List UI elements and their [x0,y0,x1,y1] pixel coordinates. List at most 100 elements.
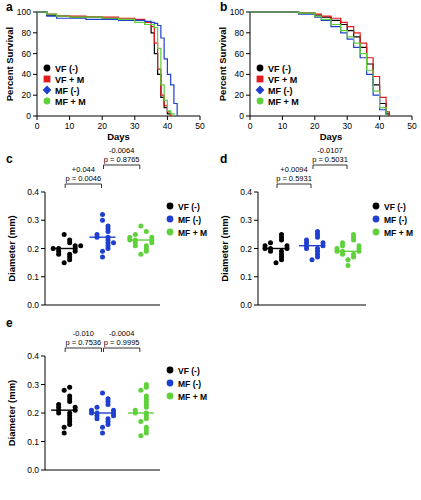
median-line [128,412,154,413]
x-tick [37,116,38,120]
data-point [95,405,100,410]
x-tick [200,116,201,120]
data-point [67,252,72,257]
y-tick-label: 0.0 [27,465,39,475]
data-point [78,243,83,248]
data-point [62,260,67,265]
data-point [138,419,143,424]
y-tick-label: 0.2 [27,244,39,254]
legend-label: MF + M [55,97,86,107]
plot-lines [37,12,177,116]
data-point [274,260,279,265]
y-tick [41,192,45,193]
data-point [340,240,345,245]
y-tick [41,356,45,357]
y-tick-label: 20 [235,90,245,100]
y-tick [246,32,250,33]
y-tick [254,220,258,221]
data-point [144,382,149,387]
x-tick [314,116,315,120]
x-tick-label: 0 [248,121,253,131]
data-point [67,393,72,398]
comparison-difference: +0.0094 [280,165,307,174]
y-tick [41,441,45,442]
legend-label: VF (-) [178,202,200,212]
y-tick-label: 0.0 [27,300,39,310]
legend-label: MF + M [268,97,299,107]
comparison-difference: -0.0107 [317,146,342,155]
data-point [95,232,100,237]
data-point [149,235,154,240]
data-point [268,240,273,245]
y-tick [33,12,37,13]
comparison-bracket [65,184,101,188]
median-line [128,239,154,240]
y-axis-label: Percent Survival [4,27,15,101]
y-tick [33,74,37,75]
data-point [138,433,143,438]
y-tick-label: 0.4 [27,351,39,361]
data-point [357,243,362,248]
x-tick-label: 30 [342,121,352,131]
x-tick [347,116,348,120]
data-point [56,402,61,407]
y-tick [41,248,45,249]
data-point [133,232,138,237]
data-point [315,229,320,234]
comparison-bracket [104,165,140,169]
y-axis-line [250,12,251,116]
y-tick-label: 80 [235,28,245,38]
legend-marker [373,203,380,210]
x-tick [412,116,413,120]
x-tick-label: 50 [195,121,205,131]
x-axis-line [250,116,412,117]
data-point [346,257,351,262]
legend-marker [257,65,264,72]
data-point [62,425,67,430]
data-point [62,232,67,237]
survival-panel: b02040608010001020304050DaysPercent Surv… [217,0,417,142]
y-tick [254,305,258,306]
legend-marker [167,229,174,236]
plot-points [263,229,362,268]
data-point [335,246,340,251]
legend-label: VF (-) [55,64,78,74]
background [0,0,421,500]
legend-marker [167,380,174,387]
y-axis-label: Percent Survival [217,27,228,101]
legend-label: MF + M [178,392,207,402]
legend-label: MF (-) [178,215,201,225]
y-tick [246,53,250,54]
y-axis-label: Diameter (mm) [6,380,17,447]
dot-panel: e0.00.10.20.30.4Diameter (mm)-0.010p = 0… [6,316,207,475]
y-tick [41,276,45,277]
legend-label: MF (-) [55,86,80,96]
y-tick [246,74,250,75]
legend-marker [373,216,380,223]
x-tick [134,116,135,120]
y-tick [246,12,250,13]
y-tick-label: 0.4 [240,187,252,197]
plot-points [51,382,154,438]
figure: a02040608010001020304050DaysPercent Surv… [0,0,421,500]
survival-line [250,12,386,116]
median-line [299,245,325,246]
data-point [100,249,105,254]
legend-label: MF (-) [178,379,201,389]
legend-marker [167,216,174,223]
y-tick-label: 100 [230,7,244,17]
legend-marker [257,76,264,83]
legend-marker [257,98,264,105]
data-point [263,243,268,248]
comparison-p: p = 0.0046 [65,174,101,183]
y-tick-label: 0 [26,111,31,121]
comparison-bracket [65,348,101,352]
comparison-difference: -0.0004 [109,329,134,338]
comparison-p: p = 0.5031 [312,155,348,164]
data-point [144,425,149,430]
x-axis-line [37,116,200,117]
panel-letter: c [6,152,13,166]
comparison-p: p = 0.8765 [104,155,140,164]
survival-line [250,12,389,116]
y-tick [33,32,37,33]
